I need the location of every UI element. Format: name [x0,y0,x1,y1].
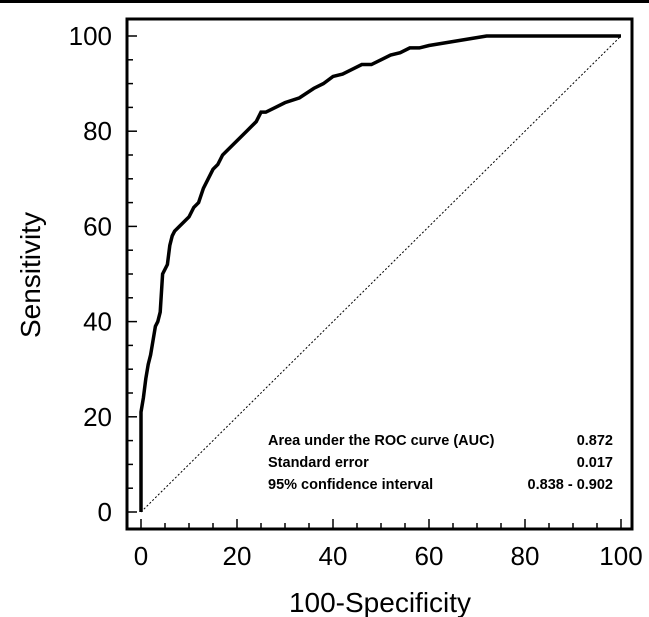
x-axis-ticks: 0 20 40 60 80 100 [134,519,643,571]
y-tick-label: 20 [83,402,112,432]
se-label: Standard error [268,455,369,471]
plot-frame [125,17,634,531]
y-tick-label: 80 [83,116,112,146]
se-value: 0.017 [577,455,613,471]
y-axis-ticks: 0 20 40 60 80 100 [69,21,137,527]
x-tick-label: 100 [599,541,642,571]
y-axis-title: Sensitivity [15,212,46,338]
reference-diagonal [140,35,622,513]
y-tick-label: 40 [83,307,112,337]
x-tick-label: 0 [134,541,148,571]
auc-value: 0.872 [577,433,613,449]
ci-value: 0.838 - 0.902 [528,477,613,493]
x-axis-title: 100-Specificity [289,587,471,617]
x-tick-label: 80 [511,541,540,571]
x-tick-label: 40 [319,541,348,571]
y-tick-label: 0 [98,497,112,527]
y-tick-label: 100 [69,21,112,51]
y-tick-label: 60 [83,211,112,241]
plot-lines [139,34,622,513]
x-tick-label: 60 [415,541,444,571]
top-rule [0,0,649,3]
roc-curve [139,34,621,512]
ci-label: 95% confidence interval [268,477,433,493]
auc-label: Area under the ROC curve (AUC) [268,433,495,449]
x-tick-label: 20 [223,541,252,571]
